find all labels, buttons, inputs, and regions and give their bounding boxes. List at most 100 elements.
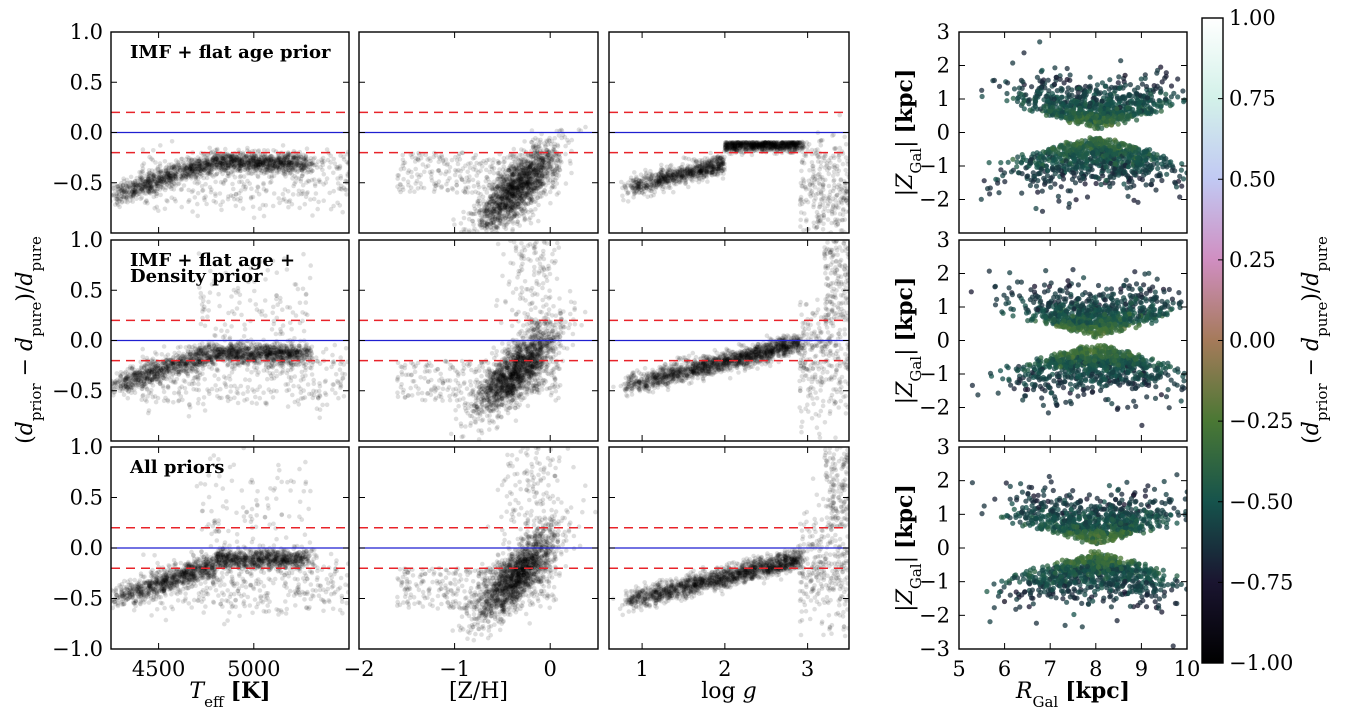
- scatter-point: [247, 161, 253, 166]
- scatter-point: [234, 156, 240, 162]
- scatter-point: [138, 186, 144, 191]
- scatter-point: [498, 221, 503, 226]
- scatter-point: [165, 171, 170, 176]
- scatter-point: [483, 178, 489, 184]
- scatter-point: [183, 166, 189, 171]
- scatter-point: [475, 199, 481, 205]
- scatter-point: [202, 157, 207, 163]
- scatter-point: [192, 161, 198, 166]
- scatter-point: [522, 201, 527, 206]
- scatter-point: [199, 172, 205, 178]
- scatter-point: [264, 161, 270, 167]
- scatter-point: [136, 186, 141, 191]
- scatter-point: [167, 175, 172, 180]
- scatter-point: [524, 181, 529, 187]
- scatter-point: [239, 163, 245, 169]
- scatter-point: [552, 135, 557, 141]
- scatter-point: [289, 162, 294, 168]
- scatter-point: [231, 165, 236, 170]
- scatter-point: [173, 170, 178, 176]
- scatter-point: [117, 183, 123, 188]
- scatter-point: [158, 178, 163, 184]
- scatter-point: [301, 156, 307, 161]
- scatter-point: [146, 178, 151, 184]
- scatter-point: [209, 163, 215, 168]
- scatter-point: [302, 201, 308, 207]
- scatter-point: [255, 162, 260, 168]
- scatter-point: [119, 190, 125, 196]
- panel-r0-c2: [608, 31, 850, 234]
- scatter-point: [161, 174, 167, 179]
- scatter-point: [154, 180, 159, 186]
- scatter-point: [253, 159, 258, 164]
- scatter-point: [256, 162, 261, 167]
- scatter-point: [235, 158, 240, 163]
- scatter-point: [142, 181, 147, 187]
- scatter-point: [284, 167, 290, 173]
- scatter-point: [240, 206, 246, 211]
- scatter-point: [621, 197, 626, 203]
- scatter-point: [140, 169, 145, 174]
- scatter-point: [528, 215, 533, 221]
- scatter-point: [153, 183, 159, 188]
- scatter-point: [233, 154, 239, 160]
- scatter-point: [171, 171, 176, 177]
- scatter-point: [233, 203, 239, 209]
- scatter-point: [493, 234, 498, 239]
- scatter-point: [155, 174, 160, 180]
- scatter-point: [131, 187, 137, 193]
- scatter-point: [226, 194, 231, 199]
- scatter-point: [196, 163, 202, 168]
- scatter-point: [221, 156, 226, 161]
- scatter-point: [187, 197, 192, 203]
- scatter-point: [254, 162, 259, 167]
- scatter-point: [249, 161, 255, 166]
- scatter-point: [224, 151, 230, 157]
- scatter-point: [289, 164, 295, 170]
- scatter-point: [170, 165, 175, 170]
- scatter-point: [132, 189, 138, 195]
- scatter-point: [260, 158, 266, 163]
- scatter-point: [248, 160, 253, 165]
- scatter-point: [251, 161, 257, 166]
- scatter-point: [188, 162, 194, 167]
- scatter-point: [281, 153, 287, 158]
- scatter-point: [488, 196, 494, 202]
- scatter-point: [146, 184, 152, 189]
- scatter-point: [274, 165, 280, 171]
- scatter-point: [407, 189, 413, 194]
- scatter-point: [235, 163, 240, 169]
- scatter-point: [194, 174, 199, 179]
- scatter-point: [218, 159, 223, 165]
- scatter-point: [207, 169, 212, 174]
- scatter-point: [298, 153, 304, 159]
- scatter-point: [475, 180, 481, 185]
- scatter-point: [230, 181, 235, 187]
- scatter-point: [196, 163, 201, 168]
- scatter-point: [521, 162, 526, 167]
- scatter-point: [258, 170, 264, 176]
- scatter-point: [310, 160, 316, 166]
- scatter-point: [285, 163, 290, 169]
- scatter-point: [290, 160, 296, 165]
- scatter-point: [182, 164, 187, 169]
- scatter-point: [211, 160, 216, 166]
- scatter-point: [454, 190, 460, 195]
- scatter-point: [254, 163, 259, 168]
- scatter-point: [341, 154, 346, 160]
- scatter-point: [274, 158, 280, 163]
- scatter-point: [332, 161, 338, 166]
- scatter-point: [154, 191, 159, 197]
- scatter-point: [187, 166, 193, 172]
- scatter-point: [197, 166, 202, 172]
- scatter-point: [204, 160, 210, 165]
- scatter-point: [456, 248, 461, 253]
- scatter-point: [220, 171, 225, 177]
- scatter-point: [251, 159, 257, 165]
- scatter-point: [299, 167, 305, 173]
- scatter-point: [140, 181, 146, 187]
- scatter-point: [240, 150, 246, 156]
- scatter-point: [316, 199, 321, 205]
- scatter-point: [163, 168, 168, 173]
- scatter-point: [200, 167, 205, 172]
